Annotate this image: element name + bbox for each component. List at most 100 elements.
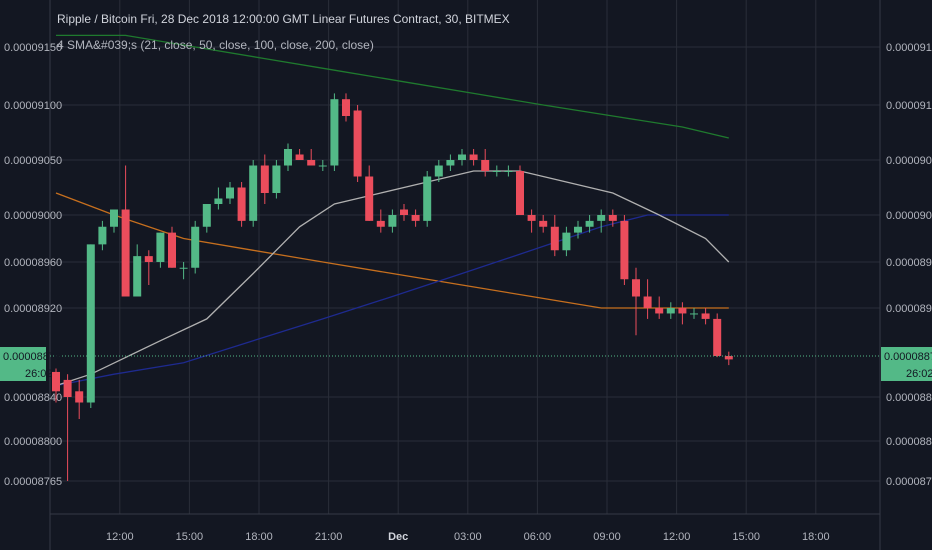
- candle-body: [63, 379, 72, 397]
- candle: [724, 351, 733, 366]
- candle: [388, 209, 397, 233]
- y-tick-label: 0.00009150: [886, 42, 932, 54]
- candle: [75, 379, 84, 419]
- candle-body: [191, 226, 200, 268]
- x-axis[interactable]: 12:00 15:00 18:00 21:00 Dec 03:00 06:00 09:00 12…: [106, 531, 830, 543]
- y-tick-label: 0.00008920: [4, 303, 62, 315]
- candle-body: [318, 165, 327, 167]
- candle-body: [121, 209, 130, 297]
- y-tick-label: 0.00008960: [886, 257, 932, 269]
- x-tick-label: 18:00: [245, 531, 273, 543]
- candle-body: [690, 313, 698, 315]
- candle-body: [86, 244, 95, 403]
- indicator-legend[interactable]: 4 SMA&#039;s (21, close, 50, close, 100,…: [57, 38, 374, 52]
- candle-body: [597, 215, 606, 221]
- candle: [365, 165, 374, 221]
- last-price-value: 0.00008876: [3, 351, 61, 363]
- y-tick-label: 0.00008840: [886, 392, 932, 404]
- candle: [469, 149, 478, 166]
- x-tick-label: 15:00: [176, 531, 204, 543]
- candle-body: [632, 279, 640, 297]
- candle: [701, 308, 710, 325]
- candle-body: [574, 226, 582, 233]
- countdown-value: 26:02: [906, 368, 932, 380]
- candle-body: [527, 215, 536, 221]
- candle-body: [260, 165, 269, 193]
- candle: [620, 215, 629, 285]
- candle: [121, 165, 130, 297]
- candle: [318, 160, 327, 171]
- candle: [562, 226, 571, 257]
- countdown-tag: [0, 365, 46, 381]
- candle: [713, 313, 722, 358]
- candle: [133, 244, 142, 297]
- x-tick-label: 09:00: [593, 531, 621, 543]
- candle-body: [226, 187, 234, 199]
- candle: [400, 204, 408, 221]
- candle-body: [585, 220, 594, 227]
- candle: [504, 165, 513, 177]
- candle: [168, 226, 176, 268]
- x-tick-label: 12:00: [106, 531, 134, 543]
- last-price-tag: [0, 347, 46, 365]
- y-axis-right[interactable]: 0.00009150 0.00009100 0.00009050 0.00009000…: [886, 42, 932, 488]
- candle: [597, 209, 606, 233]
- candle-body: [342, 99, 350, 116]
- candle: [202, 204, 211, 233]
- candle-body: [249, 165, 258, 221]
- y-tick-label: 0.00009150: [4, 42, 62, 54]
- y-tick-label: 0.00009000: [886, 210, 932, 222]
- candle-body: [353, 110, 362, 177]
- y-tick-label: 0.00008765: [4, 476, 62, 488]
- candle: [86, 244, 95, 408]
- sma50-line: [55, 214, 729, 387]
- candle: [52, 368, 60, 403]
- candle-body: [701, 313, 710, 319]
- candle: [98, 220, 107, 251]
- candles: [52, 93, 733, 481]
- candle: [353, 105, 362, 182]
- candle: [574, 220, 582, 239]
- candle-body: [550, 226, 559, 251]
- y-tick-label: 0.00009000: [4, 210, 62, 222]
- chart-title[interactable]: Ripple / Bitcoin Fri, 28 Dec 2018 12:00:…: [57, 12, 510, 26]
- x-tick-label: 15:00: [732, 531, 760, 543]
- candle-body: [458, 154, 466, 160]
- candle: [342, 93, 350, 122]
- candle: [272, 160, 281, 199]
- y-tick-label: 0.00008920: [886, 303, 932, 315]
- sma200-line: [56, 34, 729, 139]
- candle-body: [272, 165, 281, 193]
- candle: [678, 302, 687, 325]
- candle: [295, 149, 304, 160]
- candle: [423, 171, 432, 227]
- y-axis-left[interactable]: 0.00009150 0.00009100 0.00009050 0.00009000…: [4, 42, 62, 488]
- candle-body: [133, 256, 142, 297]
- candle-body: [295, 154, 304, 160]
- candle-body: [284, 149, 292, 166]
- candle-body: [492, 171, 501, 172]
- candle: [539, 215, 548, 233]
- candle-body: [411, 215, 420, 221]
- candle: [585, 215, 594, 233]
- candle-body: [678, 308, 687, 314]
- candle: [226, 182, 234, 204]
- countdown-value: 26:02: [25, 368, 53, 380]
- countdown-tag: [881, 365, 932, 381]
- candle: [179, 262, 188, 280]
- last-price-line: 0.00008876 26:02 0.00008876 26:02: [0, 347, 932, 381]
- x-tick-label: 18:00: [802, 531, 830, 543]
- candle-body: [434, 165, 443, 177]
- candle: [376, 209, 385, 233]
- sma-lines: [55, 34, 730, 387]
- x-tick-label: 12:00: [663, 531, 691, 543]
- candle-body: [400, 209, 408, 215]
- candle: [608, 209, 617, 227]
- candle-body: [608, 215, 617, 221]
- candle: [434, 160, 443, 182]
- candle-body: [504, 171, 513, 172]
- candle-body: [110, 209, 118, 227]
- candle: [458, 149, 466, 166]
- y-tick-label: 0.00008800: [886, 436, 932, 448]
